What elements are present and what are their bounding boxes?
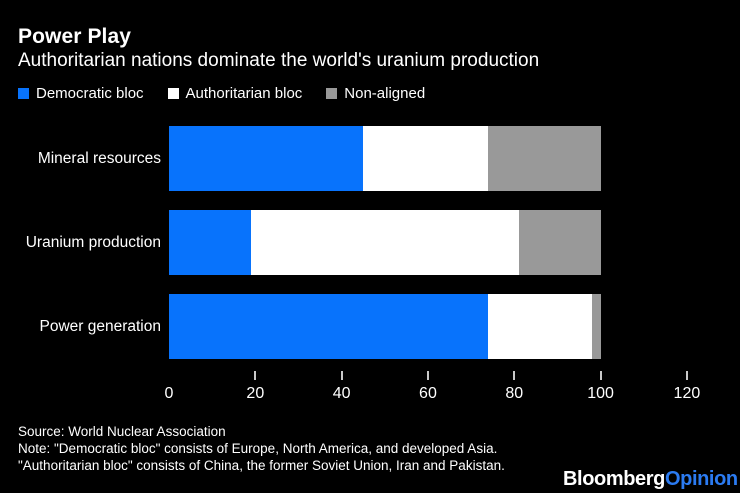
bloomberg-opinion-logo: BloombergOpinion xyxy=(561,468,738,491)
source-note: Source: World Nuclear Association xyxy=(18,424,226,439)
bar-segment-democratic-bloc xyxy=(169,210,251,275)
bar-segment-authoritarian-bloc xyxy=(251,210,519,275)
axis-tick xyxy=(340,371,343,380)
legend-swatch-authoritarian-icon xyxy=(167,88,179,99)
axis-tick-label: 40 xyxy=(332,385,351,402)
logo-opinion: Opinion xyxy=(664,468,738,490)
axis-tick-label: 60 xyxy=(419,385,437,402)
note-line-1: Note: "Democratic bloc" consists of Euro… xyxy=(18,440,498,456)
bar-segment-authoritarian-bloc xyxy=(488,294,592,359)
legend-label: Authoritarian bloc xyxy=(185,85,303,102)
axis-tick xyxy=(599,371,602,380)
bar-segment-authoritarian-bloc xyxy=(363,126,489,191)
axis-tick-label: 20 xyxy=(246,385,265,402)
footnotes: Source: World Nuclear Association Note: … xyxy=(18,424,505,474)
axis-tick-label: 120 xyxy=(673,385,701,402)
legend: Democratic bloc Authoritarian bloc Non-a… xyxy=(18,85,425,102)
axis-tick xyxy=(254,371,257,380)
category-label: Uranium production xyxy=(25,233,161,251)
legend-swatch-nonaligned-icon xyxy=(326,88,338,99)
axis-tick-label: 80 xyxy=(505,385,524,402)
bar-segment-democratic-bloc xyxy=(169,126,364,191)
category-label: Mineral resources xyxy=(37,149,161,167)
bar-segment-non-aligned xyxy=(518,210,601,275)
axis-tick-label: 0 xyxy=(164,385,174,402)
bar-segment-non-aligned xyxy=(488,126,601,191)
axis-tick xyxy=(685,371,688,380)
legend-item-democratic: Democratic bloc xyxy=(18,85,144,102)
legend-item-nonaligned: Non-aligned xyxy=(326,85,425,102)
axis-tick-label: 100 xyxy=(587,385,614,402)
axis-tick xyxy=(426,371,429,380)
axis-tick xyxy=(513,371,516,380)
legend-label: Non-aligned xyxy=(344,85,426,102)
legend-swatch-democratic-icon xyxy=(18,88,29,99)
bar-segment-non-aligned xyxy=(591,294,601,359)
legend-label: Democratic bloc xyxy=(36,85,144,102)
chart-subtitle: Authoritarian nations dominate the world… xyxy=(18,50,540,71)
logo-bloomberg: Bloomberg xyxy=(563,468,665,490)
bar-segment-democratic-bloc xyxy=(169,294,489,359)
legend-item-authoritarian: Authoritarian bloc xyxy=(167,85,303,102)
category-label: Power generation xyxy=(39,317,162,335)
chart-title: Power Play xyxy=(18,25,132,48)
note-line-2: "Authoritarian bloc" consists of China, … xyxy=(18,457,505,473)
